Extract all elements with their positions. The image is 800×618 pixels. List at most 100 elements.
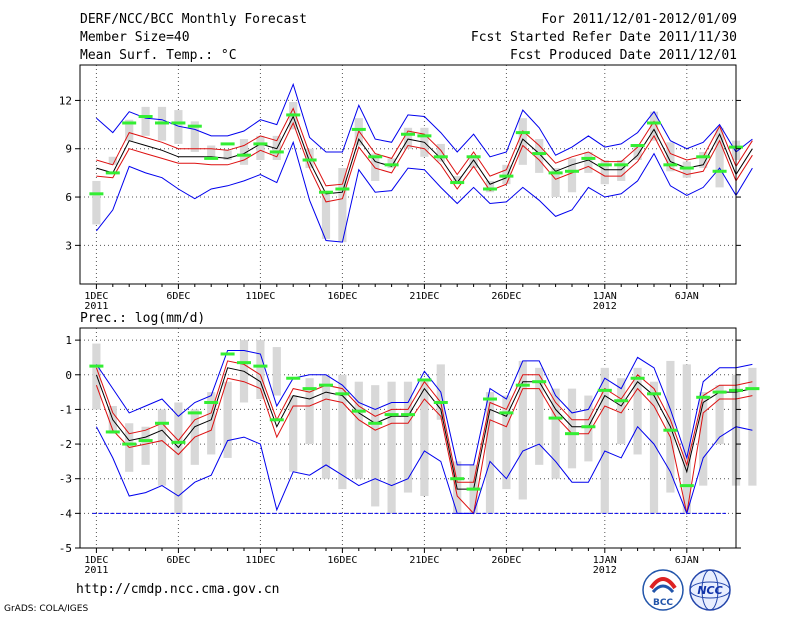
spread-box xyxy=(699,392,708,486)
y-tick-label: -1 xyxy=(59,403,72,416)
median-marker xyxy=(401,413,415,417)
y-tick-label: -2 xyxy=(59,438,72,451)
spread-box xyxy=(502,395,511,490)
series-mean xyxy=(95,367,753,490)
x-tick-sublabel: 2011 xyxy=(84,301,108,312)
y-tick-label: 12 xyxy=(59,94,72,107)
median-marker xyxy=(401,132,415,136)
spread-box xyxy=(748,367,757,486)
median-marker xyxy=(581,156,596,160)
median-marker xyxy=(269,418,284,422)
spread-box xyxy=(223,381,232,458)
median-marker xyxy=(417,378,432,382)
spread-box xyxy=(584,151,593,173)
spread-box xyxy=(141,426,150,465)
median-marker xyxy=(515,383,530,387)
x-tick-sublabel: 2011 xyxy=(84,565,108,576)
median-marker xyxy=(253,364,268,368)
spread-box xyxy=(649,111,659,141)
spread-box xyxy=(715,127,724,188)
median-marker xyxy=(597,163,612,167)
spread-box xyxy=(715,385,724,445)
x-tick-label: 21DEC xyxy=(409,291,439,302)
spread-box xyxy=(485,392,495,514)
median-marker xyxy=(155,121,169,125)
median-marker xyxy=(630,144,645,148)
median-marker xyxy=(663,163,678,167)
spread-box xyxy=(518,118,527,165)
median-marker xyxy=(647,121,661,125)
median-marker xyxy=(171,440,186,444)
spread-box xyxy=(321,192,331,239)
median-marker xyxy=(532,380,547,384)
series-outer-low xyxy=(96,140,753,243)
spread-box xyxy=(92,343,101,410)
median-marker xyxy=(105,430,120,434)
chart-title: DERF/NCC/BCC Monthly Forecast xyxy=(80,12,307,27)
spread-box xyxy=(535,367,544,465)
median-marker xyxy=(548,171,563,175)
spread-box xyxy=(239,139,249,165)
median-marker xyxy=(237,153,251,157)
median-marker xyxy=(483,187,497,191)
spread-box xyxy=(666,142,675,172)
series-outer-high xyxy=(96,82,753,158)
x-tick-sublabel: 2012 xyxy=(593,301,617,312)
median-marker xyxy=(335,187,350,191)
spread-box xyxy=(92,180,101,225)
spread-box xyxy=(535,139,544,173)
source-url[interactable]: http://cmdp.ncc.cma.gov.cn xyxy=(76,582,280,597)
precip-panel-title: Prec.: log(mm/d) xyxy=(80,311,205,326)
series-inner-low xyxy=(96,121,753,203)
spread-box xyxy=(617,160,626,181)
median-marker xyxy=(663,428,678,432)
median-marker xyxy=(630,376,645,380)
median-marker xyxy=(122,442,137,446)
median-marker xyxy=(220,352,235,356)
x-tick-label: 26DEC xyxy=(491,555,521,566)
series-inner-high xyxy=(96,107,753,187)
median-marker xyxy=(712,169,727,173)
median-marker xyxy=(368,155,383,159)
y-tick-label: 1 xyxy=(65,334,72,347)
spread-box xyxy=(223,150,232,161)
grads-credit: GrADS: COLA/IGES xyxy=(4,604,89,614)
median-marker xyxy=(187,124,202,128)
y-tick-label: 6 xyxy=(65,191,72,204)
median-marker xyxy=(614,163,629,167)
median-marker xyxy=(581,425,596,429)
spread-box xyxy=(633,367,642,455)
spread-box xyxy=(485,180,495,193)
variable-label: Mean Surf. Temp.: °C xyxy=(80,48,237,63)
median-marker xyxy=(269,150,284,154)
x-tick-label: 16DEC xyxy=(327,291,357,302)
spread-box xyxy=(600,160,609,185)
spread-box xyxy=(157,409,167,486)
median-marker xyxy=(597,388,612,392)
median-marker xyxy=(351,409,366,413)
spread-box xyxy=(617,378,626,445)
median-marker xyxy=(171,121,186,125)
median-marker xyxy=(417,134,432,138)
spread-box xyxy=(403,381,413,493)
x-tick-label: 1JAN xyxy=(593,291,617,302)
median-marker xyxy=(302,387,317,391)
spread-box xyxy=(354,381,363,479)
median-marker xyxy=(105,171,120,175)
median-marker xyxy=(384,413,399,417)
spread-box xyxy=(518,360,527,500)
median-marker xyxy=(548,416,563,420)
spread-box xyxy=(502,164,511,185)
median-marker xyxy=(499,411,514,415)
median-marker xyxy=(696,395,711,399)
median-marker xyxy=(679,166,694,170)
spread-box xyxy=(371,153,380,181)
spread-box xyxy=(207,145,216,157)
spread-box xyxy=(453,176,462,185)
median-marker xyxy=(433,400,448,404)
spread-box xyxy=(125,119,134,141)
spread-box xyxy=(699,151,708,169)
x-tick-label: 11DEC xyxy=(245,291,275,302)
spread-box xyxy=(256,340,265,400)
